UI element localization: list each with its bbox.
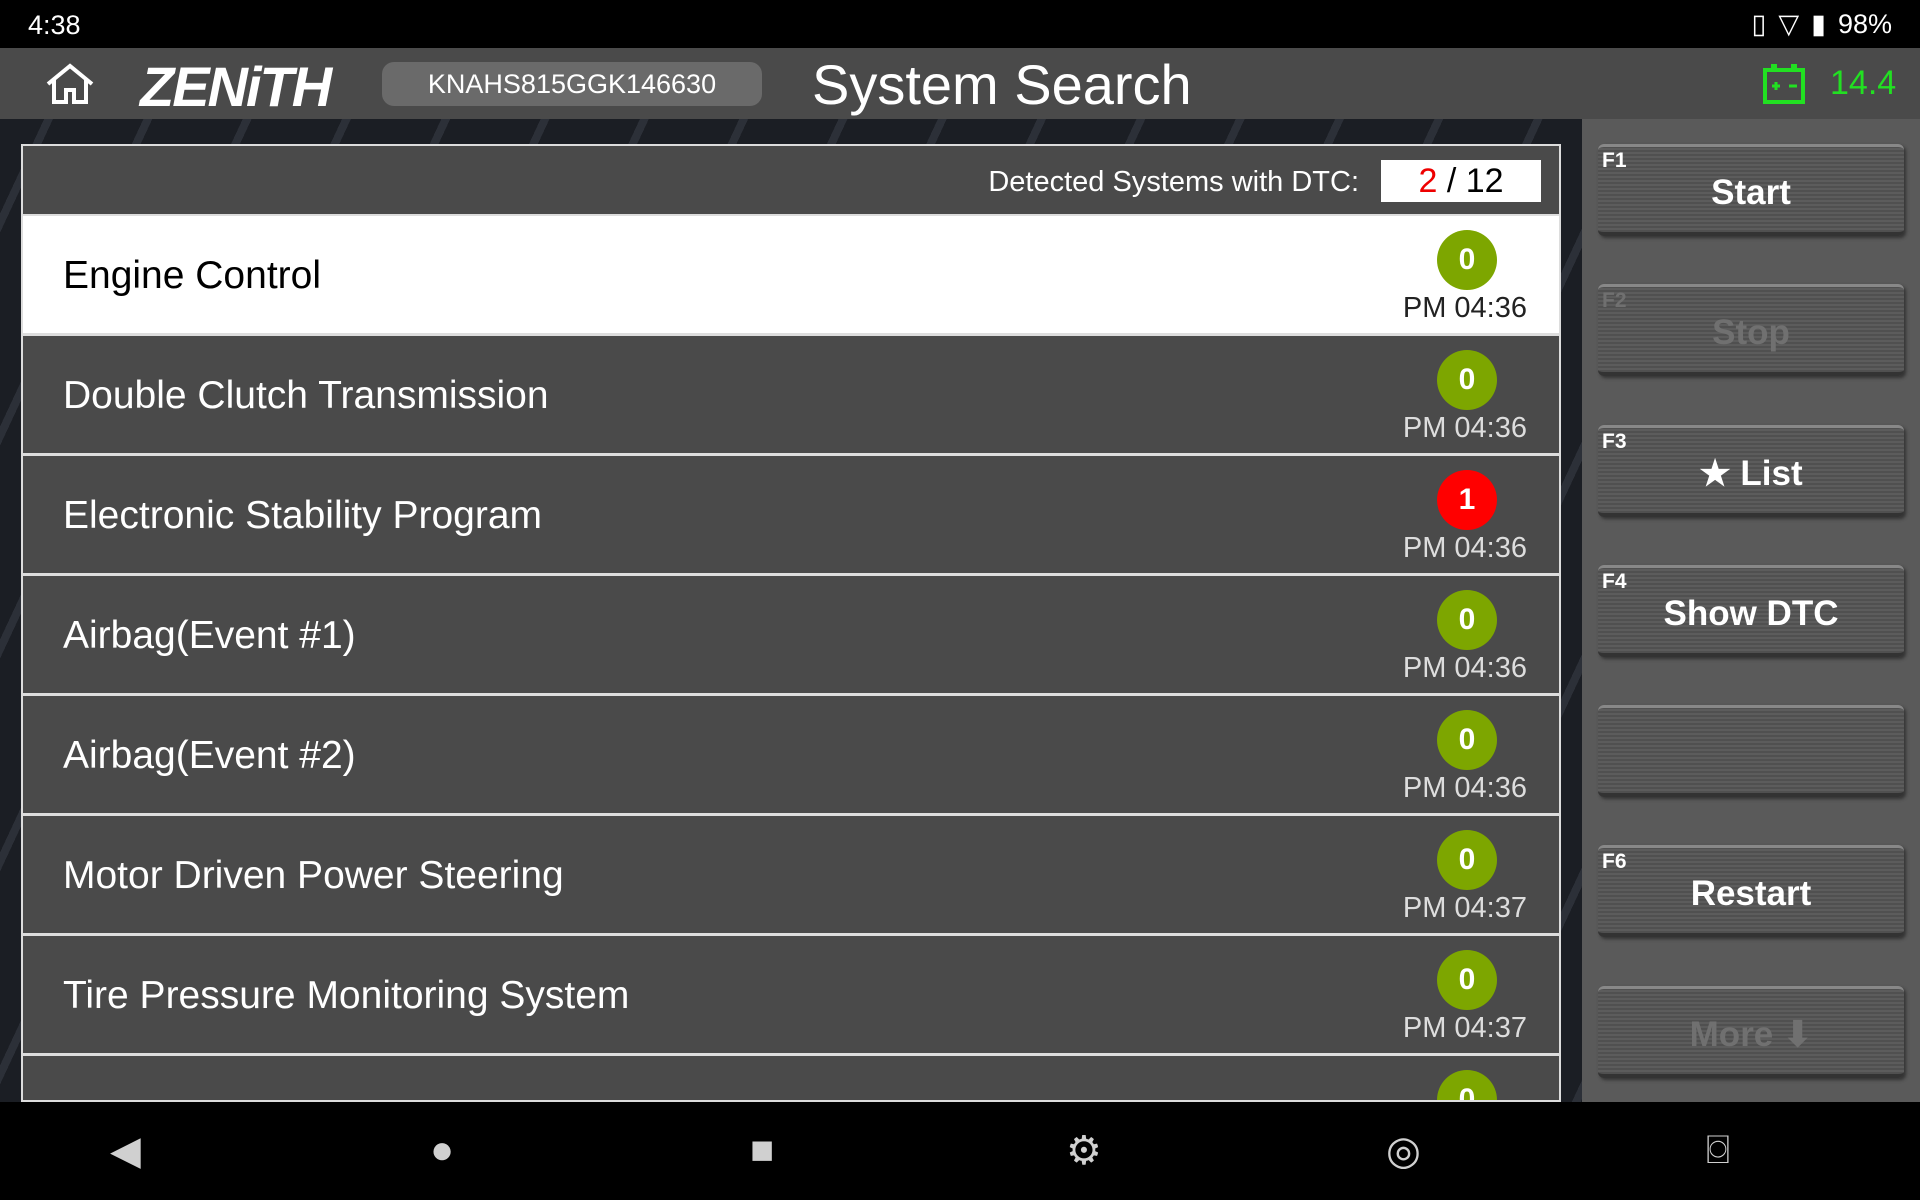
function-button-stop[interactable]: F2 Stop: [1598, 284, 1904, 376]
dtc-count-badge: 0: [1437, 950, 1497, 1010]
function-button-show-dtc[interactable]: F4 Show DTC: [1598, 565, 1904, 657]
function-key-label: F1: [1602, 149, 1627, 172]
scan-time: PM 04:36: [1402, 532, 1527, 564]
function-button-list[interactable]: F3 ★ List: [1598, 425, 1904, 517]
status-bar: 4:38 ▯ ▽ ▮ 98%: [0, 0, 1920, 48]
voltage-readout: 14.4: [1830, 64, 1897, 102]
scan-time: PM 04:37: [1402, 892, 1527, 924]
detected-number: 2: [1418, 162, 1438, 200]
scan-time: PM 04:36: [1402, 292, 1527, 324]
dtc-count-badge: 0: [1437, 830, 1497, 890]
button-label: More ⬇: [1689, 1015, 1813, 1054]
count-separator: /: [1437, 162, 1466, 200]
button-label: Stop: [1712, 313, 1790, 352]
system-name: Airbag(Event #1): [63, 614, 356, 657]
clock: 4:38: [28, 10, 81, 40]
wifi-icon: ▽: [1778, 9, 1800, 39]
browser-icon[interactable]: ◎: [1386, 1129, 1421, 1173]
zenith-logo: ZENiTH: [140, 55, 332, 118]
function-button-blank[interactable]: [1598, 705, 1904, 797]
system-name: Double Clutch Transmission: [63, 374, 549, 417]
system-row[interactable]: Motor Driven Power Steering 0 PM 04:37: [23, 816, 1559, 936]
system-row[interactable]: Tire Pressure Monitoring System 0 PM 04:…: [23, 936, 1559, 1056]
button-label: Show DTC: [1663, 594, 1839, 633]
home-nav-icon[interactable]: ●: [430, 1128, 455, 1172]
button-label: Start: [1711, 173, 1791, 212]
function-button-restart[interactable]: F6 Restart: [1598, 845, 1904, 937]
scan-time: PM 04:37: [1402, 1012, 1527, 1044]
vibrate-icon: ▯: [1751, 9, 1767, 39]
battery-icon: ▮: [1811, 9, 1826, 39]
function-button-more[interactable]: More ⬇: [1598, 986, 1904, 1078]
android-nav-bar: ◀ ● ■ ⚙ ◎ ⌼: [0, 1102, 1920, 1200]
function-key-label: F4: [1602, 570, 1627, 593]
button-label: ★ List: [1699, 454, 1803, 493]
total-number: 12: [1465, 162, 1504, 200]
back-icon[interactable]: ◀: [110, 1129, 141, 1173]
system-row[interactable]: Electronic Stability Program 1 PM 04:36: [23, 456, 1559, 576]
dtc-count-badge: 1: [1437, 470, 1497, 530]
dtc-count-badge: 0: [1437, 230, 1497, 290]
dtc-count-badge: 0: [1437, 350, 1497, 410]
detected-label: Detected Systems with DTC:: [988, 166, 1359, 198]
page-title: System Search: [812, 53, 1192, 116]
system-name: Motor Driven Power Steering: [63, 854, 564, 897]
function-button-start[interactable]: F1 Start: [1598, 144, 1904, 236]
system-name: Engine Control: [63, 254, 321, 297]
system-name: Electronic Stability Program: [63, 494, 543, 537]
function-key-label: F2: [1602, 289, 1627, 312]
function-key-label: F6: [1602, 850, 1627, 873]
dtc-count-badge: 0: [1437, 710, 1497, 770]
function-key-label: F3: [1602, 430, 1627, 453]
battery-percent: 98%: [1837, 9, 1892, 39]
dtc-count-badge: 0: [1437, 1070, 1497, 1100]
screenshot-icon[interactable]: ⌼: [1706, 1128, 1730, 1172]
list-header: Detected Systems with DTC: 2 / 12: [23, 146, 1559, 216]
system-row[interactable]: Engine Control 0 PM 04:36: [23, 216, 1559, 336]
vin-display: KNAHS815GGK146630: [382, 62, 762, 106]
button-label: Restart: [1690, 874, 1812, 913]
system-row[interactable]: Airbag(Event #2) 0 PM 04:36: [23, 696, 1559, 816]
system-row[interactable]: 0: [23, 1056, 1559, 1100]
home-icon[interactable]: [40, 62, 100, 106]
scan-time: PM 04:36: [1402, 412, 1527, 444]
scan-time: PM 04:36: [1402, 652, 1527, 684]
settings-icon[interactable]: ⚙: [1066, 1129, 1102, 1173]
system-row[interactable]: Airbag(Event #1) 0 PM 04:36: [23, 576, 1559, 696]
scan-time: PM 04:36: [1402, 772, 1527, 804]
system-list[interactable]: Detected Systems with DTC: 2 / 12 Engine…: [21, 144, 1561, 1102]
car-battery-icon: [1763, 64, 1805, 104]
app-header: ZENiTH KNAHS815GGK146630 System Search 1…: [0, 48, 1920, 119]
system-name: Tire Pressure Monitoring System: [63, 974, 630, 1017]
recents-icon[interactable]: ■: [750, 1128, 775, 1172]
detected-count: 2 / 12: [1381, 160, 1541, 202]
system-row[interactable]: Double Clutch Transmission 0 PM 04:36: [23, 336, 1559, 456]
system-name: Airbag(Event #2): [63, 734, 356, 777]
dtc-count-badge: 0: [1437, 590, 1497, 650]
